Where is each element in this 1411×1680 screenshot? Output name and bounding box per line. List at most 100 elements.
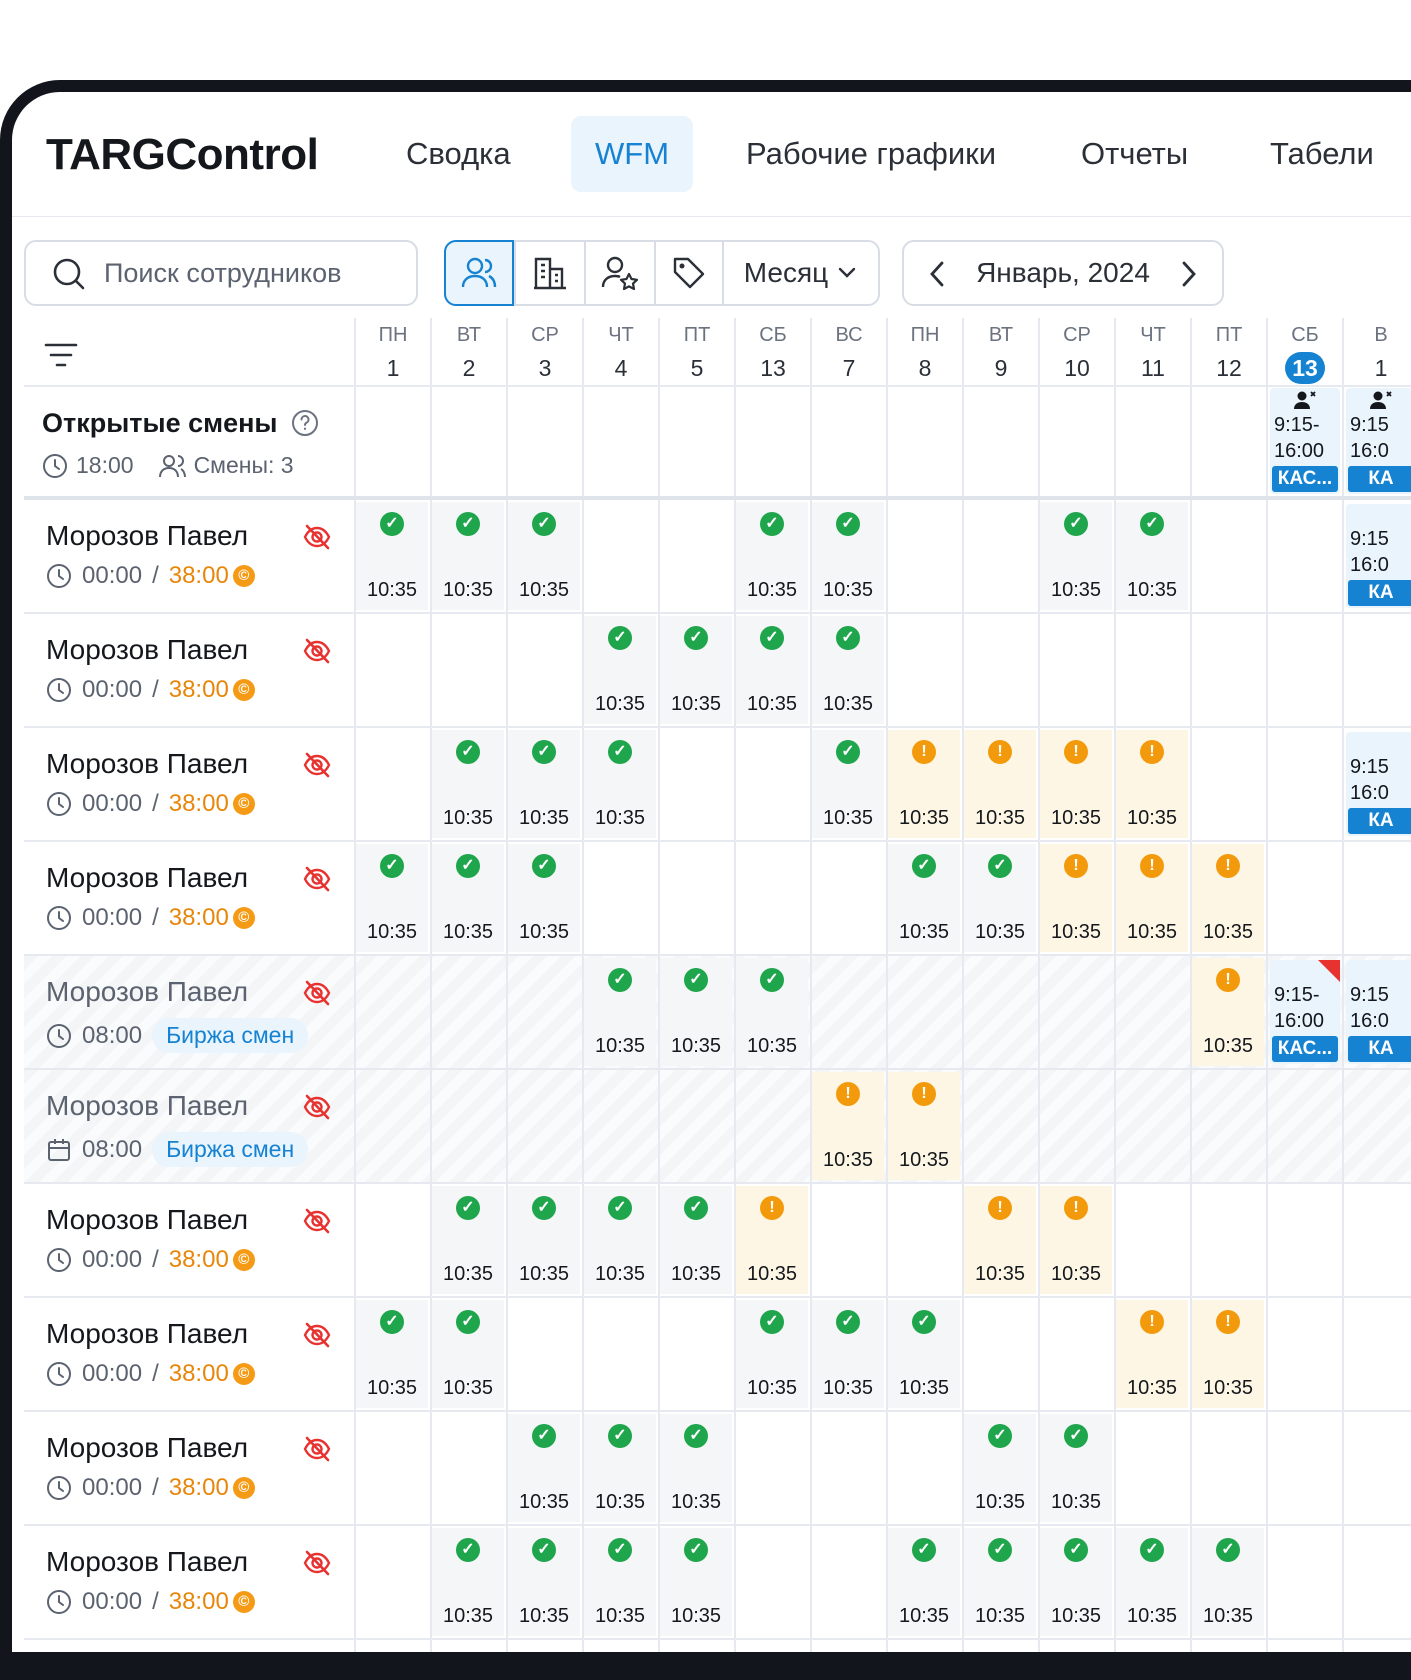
eye-off-icon[interactable]	[302, 1434, 332, 1464]
nav-tab-timesheets[interactable]: Табели	[1270, 136, 1374, 171]
employee-cell[interactable]: Морозов Павел 00:00 / 38:00 ©	[24, 614, 354, 726]
confirmed-shift[interactable]: ✓ 10:35	[432, 844, 504, 952]
day-header[interactable]: СР 3	[508, 318, 582, 384]
search-input[interactable]	[104, 252, 404, 294]
warning-shift[interactable]: ! 10:35	[812, 1072, 884, 1180]
warning-shift[interactable]: ! 10:35	[888, 730, 960, 838]
help-icon[interactable]	[291, 409, 319, 437]
nav-tab-summary[interactable]: Сводка	[406, 136, 511, 171]
chevron-right-icon[interactable]	[1178, 259, 1198, 289]
confirmed-shift[interactable]: ✓ 10:35	[356, 844, 428, 952]
shift-exchange-badge[interactable]: Биржа смен	[152, 1018, 309, 1053]
employee-cell[interactable]: Морозов Павел 00:00 / 38:00 ©	[24, 1184, 354, 1296]
open-shift-card[interactable]: 9:15 16:0 КА	[1346, 504, 1411, 608]
nav-tab-reports[interactable]: Отчеты	[1081, 136, 1189, 171]
warning-shift[interactable]: ! 10:35	[1040, 1186, 1112, 1294]
view-tags-button[interactable]	[656, 240, 722, 306]
confirmed-shift[interactable]: ✓ 10:35	[812, 1300, 884, 1408]
confirmed-shift[interactable]: ✓ 10:35	[432, 730, 504, 838]
day-header[interactable]: ПН 1	[356, 318, 430, 384]
eye-off-icon[interactable]	[302, 522, 332, 552]
confirmed-shift[interactable]: ✓ 10:35	[888, 1528, 960, 1636]
eye-off-icon[interactable]	[302, 750, 332, 780]
confirmed-shift[interactable]: ✓ 10:35	[888, 844, 960, 952]
view-departments-button[interactable]	[516, 240, 584, 306]
confirmed-shift[interactable]: ✓ 10:35	[508, 1528, 580, 1636]
confirmed-shift[interactable]: ✓ 10:35	[660, 1528, 732, 1636]
eye-off-icon[interactable]	[302, 864, 332, 894]
period-select[interactable]: Месяц	[722, 242, 878, 304]
day-header[interactable]: СБ 13	[736, 318, 810, 384]
confirmed-shift[interactable]: ✓ 10:35	[888, 1300, 960, 1408]
confirmed-shift[interactable]: ✓ 10:35	[584, 1414, 656, 1522]
warning-shift[interactable]: ! 10:35	[1116, 730, 1188, 838]
day-header[interactable]: ПН 8	[888, 318, 962, 384]
warning-shift[interactable]: ! 10:35	[736, 1186, 808, 1294]
nav-tab-schedules[interactable]: Рабочие графики	[746, 136, 997, 171]
confirmed-shift[interactable]: ✓ 10:35	[660, 1186, 732, 1294]
confirmed-shift[interactable]: ✓ 10:35	[432, 1300, 504, 1408]
eye-off-icon[interactable]	[302, 1320, 332, 1350]
employee-cell[interactable]: Морозов Павел 00:00 / 38:00 ©	[24, 1412, 354, 1524]
filter-icon[interactable]	[44, 342, 78, 370]
warning-shift[interactable]: ! 10:35	[1192, 844, 1264, 952]
confirmed-shift[interactable]: ✓ 10:35	[584, 958, 656, 1066]
warning-shift[interactable]: ! 10:35	[1040, 730, 1112, 838]
confirmed-shift[interactable]: ✓ 10:35	[508, 844, 580, 952]
confirmed-shift[interactable]: ✓ 10:35	[736, 1300, 808, 1408]
warning-shift[interactable]: ! 10:35	[1192, 958, 1264, 1066]
confirmed-shift[interactable]: ✓ 10:35	[1040, 1414, 1112, 1522]
confirmed-shift[interactable]: ✓ 10:35	[508, 1186, 580, 1294]
warning-shift[interactable]: ! 10:35	[1116, 844, 1188, 952]
confirmed-shift[interactable]: ✓ 10:35	[660, 958, 732, 1066]
confirmed-shift[interactable]: ✓ 10:35	[736, 616, 808, 724]
employee-cell[interactable]: Морозов Павел 00:00 / 38:00 ©	[24, 500, 354, 612]
day-header[interactable]: ПТ 12	[1192, 318, 1266, 384]
confirmed-shift[interactable]: ✓ 10:35	[584, 616, 656, 724]
eye-off-icon[interactable]	[302, 1092, 332, 1122]
confirmed-shift[interactable]: ✓ 10:35	[508, 1414, 580, 1522]
open-shift-card[interactable]: 9:15 16:0 КА	[1346, 960, 1411, 1064]
employee-cell[interactable]: Морозов Павел 00:00 / 38:00 ©	[24, 1526, 354, 1638]
view-roles-button[interactable]	[586, 240, 654, 306]
confirmed-shift[interactable]: ✓ 10:35	[1192, 1528, 1264, 1636]
eye-off-icon[interactable]	[302, 636, 332, 666]
open-shift-card[interactable]: 9:15 16:0 КА	[1346, 732, 1411, 836]
confirmed-shift[interactable]: ✓ 10:35	[584, 1186, 656, 1294]
confirmed-shift[interactable]: ✓ 10:35	[660, 616, 732, 724]
warning-shift[interactable]: ! 10:35	[1040, 844, 1112, 952]
day-header[interactable]: СР 10	[1040, 318, 1114, 384]
employee-cell[interactable]: Морозов Павел 08:00 Биржа смен	[24, 1070, 354, 1182]
eye-off-icon[interactable]	[302, 1206, 332, 1236]
day-header[interactable]: ВТ 9	[964, 318, 1038, 384]
chevron-left-icon[interactable]	[928, 259, 948, 289]
confirmed-shift[interactable]: ✓ 10:35	[812, 502, 884, 610]
employee-cell[interactable]: Морозов Павел 00:00 / 38:00 ©	[24, 728, 354, 840]
confirmed-shift[interactable]: ✓ 10:35	[356, 1300, 428, 1408]
confirmed-shift[interactable]: ✓ 10:35	[432, 502, 504, 610]
employee-cell[interactable]: Морозов Павел 00:00 / 38:00 ©	[24, 842, 354, 954]
confirmed-shift[interactable]: ✓ 10:35	[660, 1414, 732, 1522]
warning-shift[interactable]: ! 10:35	[964, 1186, 1036, 1294]
warning-shift[interactable]: ! 10:35	[964, 730, 1036, 838]
open-shift-card[interactable]: 9:15 16:0 КА	[1346, 388, 1411, 494]
nav-tab-wfm[interactable]: WFM	[571, 116, 694, 192]
employee-cell[interactable]: Морозов Павел 08:00 Биржа смен	[24, 956, 354, 1068]
day-header[interactable]: ЧТ 4	[584, 318, 658, 384]
day-header[interactable]: ВТ 2	[432, 318, 506, 384]
warning-shift[interactable]: ! 10:35	[1116, 1300, 1188, 1408]
confirmed-shift[interactable]: ✓ 10:35	[736, 502, 808, 610]
confirmed-shift[interactable]: ✓ 10:35	[432, 1528, 504, 1636]
day-header[interactable]: ПТ 5	[660, 318, 734, 384]
view-employees-button[interactable]	[444, 240, 514, 306]
confirmed-shift[interactable]: ✓ 10:35	[584, 1528, 656, 1636]
employee-cell[interactable]: Морозов Павел 00:00 / 38:00 ©	[24, 1298, 354, 1410]
confirmed-shift[interactable]: ✓ 10:35	[1116, 1528, 1188, 1636]
confirmed-shift[interactable]: ✓ 10:35	[508, 730, 580, 838]
confirmed-shift[interactable]: ✓ 10:35	[736, 958, 808, 1066]
eye-off-icon[interactable]	[302, 1548, 332, 1578]
confirmed-shift[interactable]: ✓ 10:35	[1116, 502, 1188, 610]
confirmed-shift[interactable]: ✓ 10:35	[812, 730, 884, 838]
warning-shift[interactable]: ! 10:35	[888, 1072, 960, 1180]
